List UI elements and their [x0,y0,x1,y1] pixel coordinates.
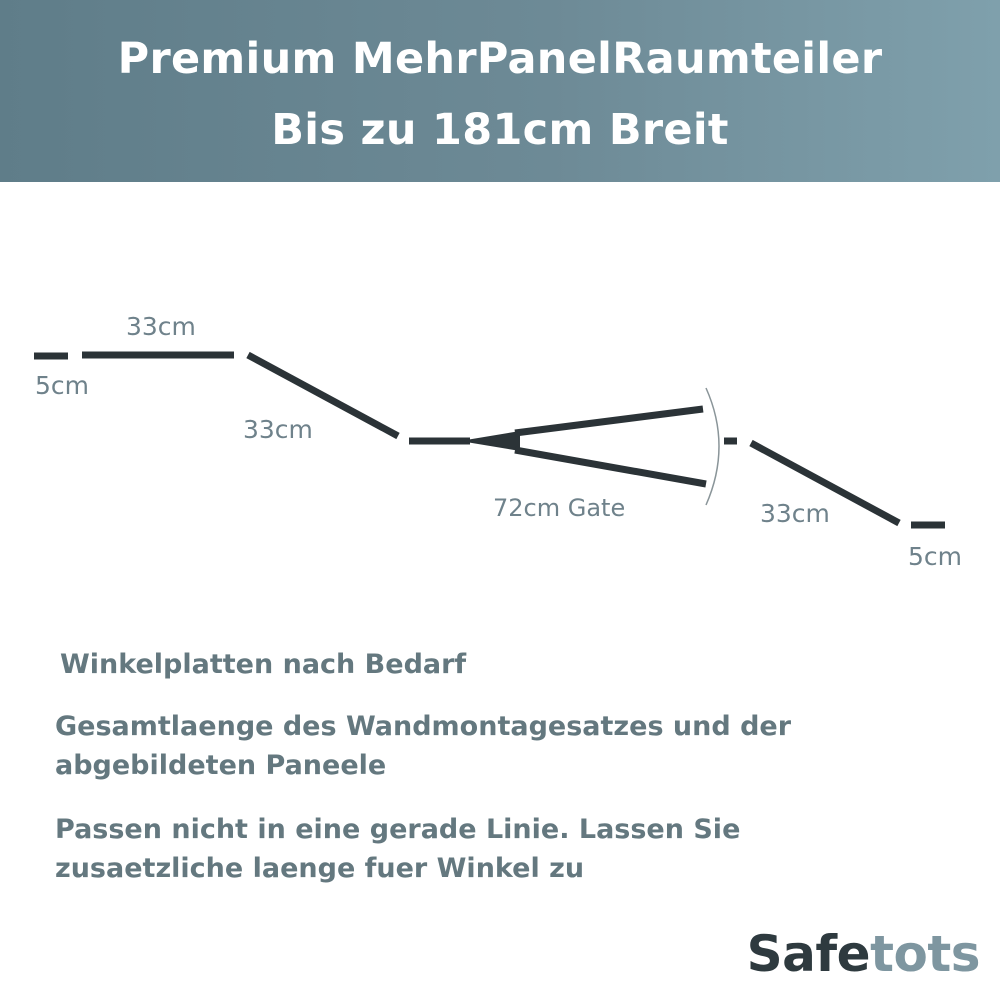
label-left-wall-kit: 5cm [35,371,89,400]
label-panel-right-slant: 33cm [760,499,830,528]
label-right-wall-kit: 5cm [908,542,962,571]
note-angle-allowance-line-1: Passen nicht in eine gerade Linie. Lasse… [55,814,741,845]
label-panel-top: 33cm [126,312,196,341]
brand-logo: Safetots [746,925,981,983]
note-angle-allowance: Passen nicht in eine gerade Linie. Lasse… [55,810,740,888]
label-gate: 72cm Gate [493,494,625,522]
gate-hinge [460,431,520,451]
note-angle-allowance-line-2: zusaetzliche laenge fuer Winkel zu [55,853,585,884]
panel-left-slant [246,351,400,440]
brand-logo-part-2: tots [870,925,980,983]
gate-swing-arc [705,387,720,506]
header-title-line-2: Bis zu 181cm Breit [271,105,729,155]
gate-leaf-upper [514,405,704,437]
layout-diagram: 5cm 33cm 33cm 72cm Gate 33cm 5cm [34,312,962,571]
note-total-length: Gesamtlaenge des Wandmontagesatzes und d… [55,707,791,785]
note-total-length-line-2: abgebildeten Paneele [55,750,387,781]
note-angle-plates: Winkelplatten nach Bedarf [60,649,467,680]
brand-logo-part-1: Safe [746,925,871,983]
note-total-length-line-1: Gesamtlaenge des Wandmontagesatzes und d… [55,711,792,742]
gate-leaf-lower [514,446,707,488]
header-title-line-1: Premium MehrPanelRaumteiler [117,34,883,84]
panel-right-slant [749,439,901,527]
header-banner: Premium MehrPanelRaumteiler Bis zu 181cm… [0,0,1000,182]
label-panel-left-slant: 33cm [243,415,313,444]
